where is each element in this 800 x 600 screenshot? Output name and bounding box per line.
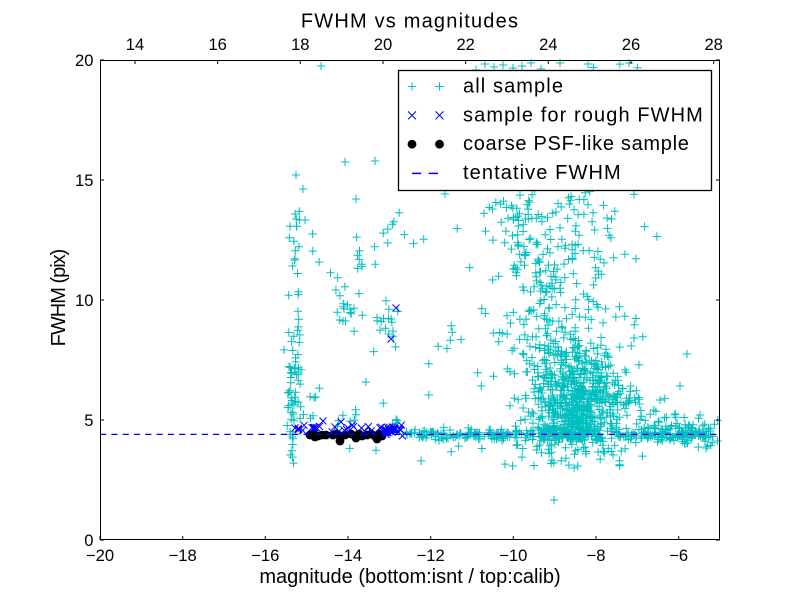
svg-text:−16: −16 xyxy=(251,546,279,565)
svg-text:5: 5 xyxy=(84,411,93,430)
svg-text:16: 16 xyxy=(208,35,226,54)
svg-text:24: 24 xyxy=(539,35,557,54)
svg-text:18: 18 xyxy=(291,35,309,54)
svg-text:sample for rough FWHM: sample for rough FWHM xyxy=(463,104,704,126)
svg-text:−14: −14 xyxy=(334,546,362,565)
svg-text:−18: −18 xyxy=(169,546,197,565)
svg-text:FWHM vs magnitudes: FWHM vs magnitudes xyxy=(301,11,519,33)
svg-text:−20: −20 xyxy=(86,546,114,565)
svg-text:−6: −6 xyxy=(669,546,688,565)
svg-text:tentative FWHM: tentative FWHM xyxy=(463,162,622,184)
svg-text:−8: −8 xyxy=(587,546,606,565)
svg-text:14: 14 xyxy=(126,35,144,54)
svg-text:−10: −10 xyxy=(499,546,527,565)
svg-text:22: 22 xyxy=(456,35,474,54)
svg-text:FWHM (pix): FWHM (pix) xyxy=(48,249,70,346)
svg-text:−12: −12 xyxy=(417,546,445,565)
svg-text:28: 28 xyxy=(704,35,722,54)
svg-text:20: 20 xyxy=(75,51,93,70)
svg-text:0: 0 xyxy=(84,531,93,550)
svg-text:20: 20 xyxy=(374,35,392,54)
svg-text:all sample: all sample xyxy=(463,76,564,98)
svg-text:26: 26 xyxy=(622,35,640,54)
svg-text:15: 15 xyxy=(75,171,93,190)
svg-text:magnitude (bottom:isnt / top:c: magnitude (bottom:isnt / top:calib) xyxy=(259,566,560,588)
svg-text:coarse PSF-like sample: coarse PSF-like sample xyxy=(463,133,690,155)
svg-text:10: 10 xyxy=(75,291,93,310)
